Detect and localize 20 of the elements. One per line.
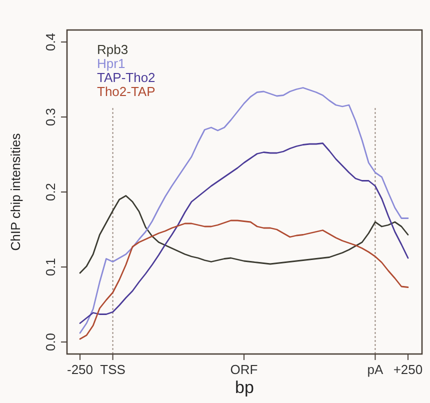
y-tick-label: 0.4 (43, 32, 58, 52)
y-tick-label: 0.1 (43, 258, 58, 276)
x-tick-label: +250 (393, 362, 423, 377)
text: TAP-Tho2 (97, 70, 156, 85)
text: Hpr1 (97, 56, 126, 71)
x-tick-label: ORF (230, 362, 258, 377)
y-tick-label: 0.3 (43, 108, 58, 126)
x-tick-label: -250 (66, 362, 94, 377)
x-tick-label: TSS (100, 362, 126, 377)
line-series (79, 142, 409, 324)
x-tick-label: pA (367, 362, 384, 377)
x-axis-title: bp (235, 378, 254, 397)
text: Rpb3 (97, 42, 128, 57)
line-series (79, 195, 409, 274)
line-series (79, 87, 409, 334)
y-tick-label: 0.0 (43, 332, 58, 352)
y-tick-label: 0.2 (43, 182, 58, 202)
text: Tho2-TAP (97, 84, 156, 99)
line-series (79, 220, 409, 340)
y-axis-title: ChIP chip intensities (8, 132, 23, 251)
